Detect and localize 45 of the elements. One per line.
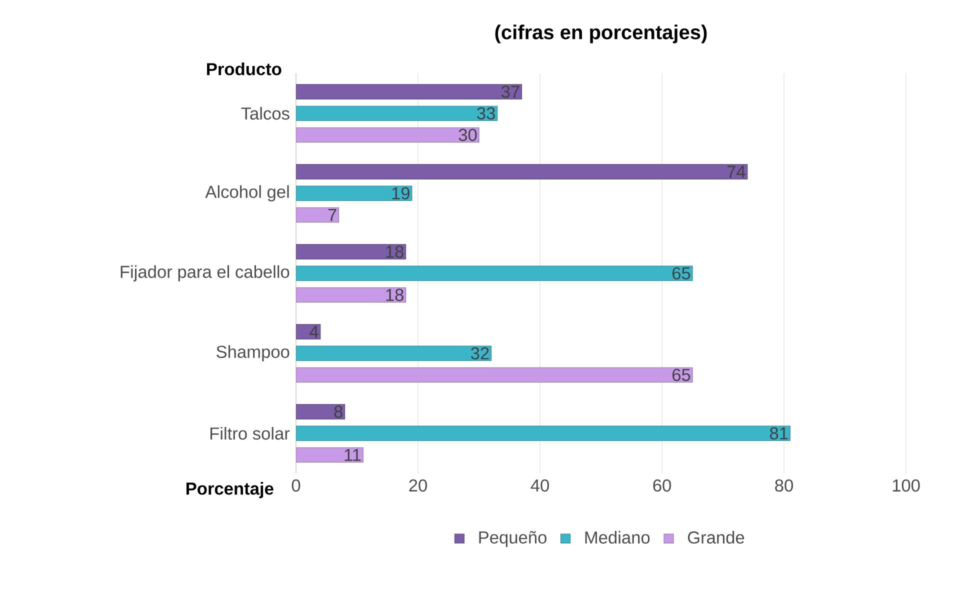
data-label: 32	[470, 347, 489, 360]
data-label: 19	[392, 187, 410, 200]
data-label: 8	[334, 406, 342, 418]
y-tick-label: Fijador para el cabello	[120, 265, 290, 282]
legend-label: Grande	[688, 530, 744, 544]
x-tick-label: 40	[530, 479, 549, 492]
x-tick-label: 60	[653, 479, 671, 492]
data-label: 18	[386, 288, 404, 302]
y-tick-label: Shampoo	[216, 345, 290, 362]
chart-title: (cifras en porcentajes)	[495, 24, 707, 44]
bar	[296, 106, 498, 121]
data-label: 74	[727, 166, 746, 178]
data-label: 81	[770, 427, 788, 440]
data-label: 65	[672, 267, 690, 280]
bar	[296, 244, 406, 260]
bar	[296, 84, 522, 100]
data-label: 37	[501, 86, 520, 98]
bar	[296, 127, 480, 143]
x-axis-title: Porcentaje	[186, 482, 274, 498]
x-tick-label: 100	[892, 479, 920, 492]
data-label: 30	[458, 128, 477, 142]
data-label: 33	[477, 107, 495, 120]
data-label: 65	[672, 368, 690, 382]
bar	[296, 266, 693, 281]
y-tick-label: Talcos	[241, 106, 290, 120]
data-label: 7	[328, 208, 336, 221]
y-tick-label: Alcohol gel	[205, 185, 289, 202]
y-axis-title: Producto	[207, 62, 282, 76]
bar	[296, 287, 406, 303]
y-tick-label: Filtro solar	[210, 426, 290, 440]
legend-label: Pequeño	[479, 530, 546, 548]
legend-label: Mediano	[585, 530, 650, 544]
bar	[296, 367, 693, 383]
data-label: 18	[386, 246, 404, 258]
bar	[296, 447, 364, 463]
bar	[296, 426, 790, 441]
data-label: 4	[310, 326, 318, 338]
bar	[296, 346, 492, 361]
bar	[296, 186, 412, 201]
x-tick-label: 20	[409, 479, 427, 492]
bar	[296, 207, 339, 223]
bar	[296, 164, 748, 180]
x-tick-label: 0	[292, 479, 300, 492]
data-label: 11	[344, 448, 361, 461]
x-tick-label: 80	[775, 479, 793, 492]
